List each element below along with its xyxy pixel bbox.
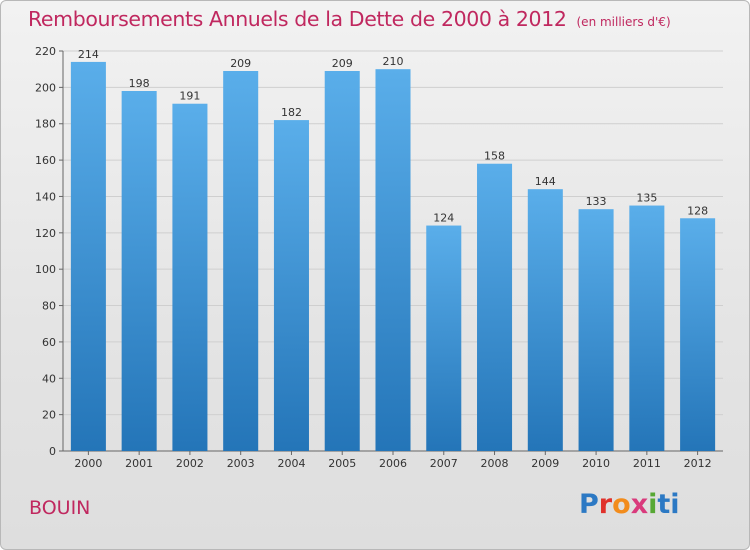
- x-tick-label: 2005: [328, 457, 356, 470]
- y-tick-label: 0: [49, 445, 56, 458]
- x-tick-label: 2012: [684, 457, 712, 470]
- bar-value-label: 198: [129, 77, 150, 90]
- bar-2003: [223, 71, 259, 451]
- x-axis-ticks: 2000 2001 2002 2003 2004 2005 2006 2007 2008 2009…: [74, 451, 712, 470]
- y-tick-label: 20: [42, 409, 56, 422]
- bar-value-labels: 214 198 191 209 182 209 210 124 158 144 133 135 128: [78, 48, 708, 225]
- bar-2002: [172, 103, 208, 452]
- y-tick-label: 100: [35, 263, 56, 276]
- bar-2007: [426, 225, 462, 451]
- chart-title-text: Remboursements Annuels de la Dette de 20…: [28, 7, 567, 31]
- bar-2005: [324, 71, 360, 451]
- bar-value-label: 144: [535, 175, 556, 188]
- bar-2009: [527, 189, 563, 451]
- bar-value-label: 133: [586, 195, 607, 208]
- logo-letter: t: [657, 489, 671, 520]
- bar-value-label: 135: [636, 192, 657, 205]
- bars: [70, 61, 716, 452]
- chart-unit: (en milliers d'€): [576, 15, 671, 29]
- bar-value-label: 209: [230, 57, 251, 70]
- chart-title: Remboursements Annuels de la Dette de 20…: [28, 7, 671, 31]
- bar-2001: [121, 91, 157, 451]
- commune-name: BOUIN: [29, 497, 91, 519]
- y-tick-label: 180: [35, 118, 56, 131]
- y-tick-label: 200: [35, 81, 56, 94]
- x-tick-label: 2001: [125, 457, 153, 470]
- bar-2004: [273, 120, 309, 451]
- x-tick-label: 2003: [227, 457, 255, 470]
- x-tick-label: 2009: [531, 457, 559, 470]
- y-tick-label: 60: [42, 336, 56, 349]
- logo-letter: r: [598, 489, 613, 520]
- x-tick-label: 2011: [633, 457, 661, 470]
- logo-letter: x: [630, 489, 649, 520]
- bar-value-label: 182: [281, 106, 302, 119]
- x-tick-label: 2008: [481, 457, 509, 470]
- bar-value-label: 210: [383, 55, 404, 68]
- bar-2011: [629, 205, 665, 451]
- x-tick-label: 2010: [582, 457, 610, 470]
- bar-value-label: 124: [433, 212, 454, 225]
- x-tick-label: 2000: [74, 457, 102, 470]
- bar-value-label: 158: [484, 150, 505, 163]
- logo-letter: i: [648, 489, 658, 520]
- y-tick-label: 120: [35, 227, 56, 240]
- y-axis-ticks: 0 20 40 60 80 100 120 140 160 180 200 220: [35, 45, 63, 458]
- proxiti-logo: Proxiti: [579, 489, 680, 520]
- y-tick-label: 160: [35, 154, 56, 167]
- bar-2012: [680, 218, 716, 451]
- bar-2006: [375, 69, 411, 451]
- logo-letter: P: [579, 489, 599, 520]
- bar-2010: [578, 209, 614, 451]
- logo-letter: i: [670, 489, 680, 520]
- y-tick-label: 40: [42, 372, 56, 385]
- bar-2008: [477, 163, 513, 451]
- bar-value-label: 214: [78, 48, 99, 61]
- x-tick-label: 2007: [430, 457, 458, 470]
- bar-value-label: 209: [332, 57, 353, 70]
- x-tick-label: 2004: [277, 457, 305, 470]
- bar-2000: [70, 61, 106, 452]
- logo-letter: o: [612, 489, 631, 520]
- y-tick-label: 220: [35, 45, 56, 58]
- bar-value-label: 128: [687, 204, 708, 217]
- x-tick-label: 2002: [176, 457, 204, 470]
- y-tick-label: 80: [42, 300, 56, 313]
- x-tick-label: 2006: [379, 457, 407, 470]
- bar-value-label: 191: [179, 90, 200, 103]
- y-tick-label: 140: [35, 190, 56, 203]
